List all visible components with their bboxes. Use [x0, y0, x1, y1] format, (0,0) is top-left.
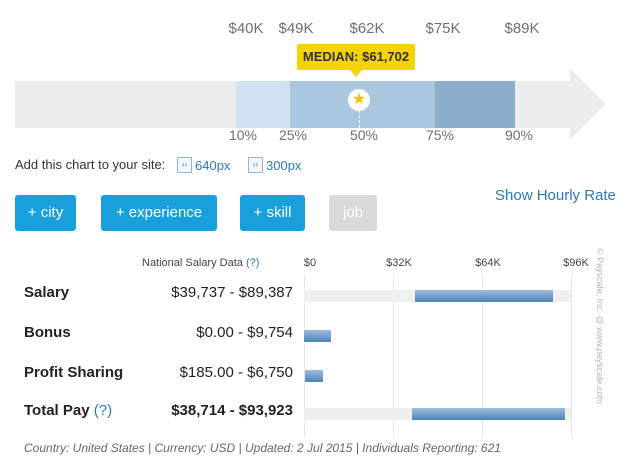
help-link[interactable]: (?) — [245, 257, 260, 269]
axis-tick: $32K — [386, 257, 412, 269]
table-header: National Salary Data (?) — [142, 257, 259, 269]
median-line — [359, 110, 360, 128]
embed-300-label: 300px — [266, 157, 302, 173]
range-bar — [411, 408, 566, 420]
axis-tick: $0 — [303, 257, 317, 269]
add-chart-label: Add this chart to your site: — [15, 157, 166, 172]
embed-code-icon: ‹› — [248, 157, 263, 173]
dollar-tick: $89K — [504, 20, 540, 37]
row-label: Total Pay (?) — [24, 402, 112, 419]
dollar-tick: $75K — [425, 20, 461, 37]
percentile-band-10-25 — [236, 81, 290, 128]
percentile-label: 50% — [349, 127, 379, 143]
axis-gridline — [482, 275, 483, 437]
median-star-icon: ★ — [348, 89, 370, 111]
help-link[interactable]: (?) — [93, 402, 113, 419]
row-value: $185.00 - $6,750 — [179, 364, 293, 381]
add-experience-button[interactable]: + experience — [101, 195, 217, 231]
percentile-label: 10% — [228, 127, 258, 143]
embed-640-link[interactable]: ‹› 640px — [177, 157, 230, 173]
percentile-band-75-90 — [435, 81, 515, 128]
range-bar — [304, 370, 323, 382]
add-skill-button[interactable]: + skill — [240, 195, 305, 231]
dollar-tick: $49K — [278, 20, 314, 37]
row-label-text: Profit Sharing — [24, 364, 124, 381]
dollar-tick: $40K — [228, 20, 264, 37]
embed-300-link[interactable]: ‹› 300px — [248, 157, 301, 173]
axis-gridline — [393, 275, 394, 437]
axis-tick: $64K — [475, 257, 501, 269]
range-bar — [414, 290, 553, 302]
copyright-watermark: © Payscale, Inc. @ www.payscale.com — [595, 248, 605, 404]
axis-tick: $96K — [563, 257, 589, 269]
row-value: $0.00 - $9,754 — [196, 324, 293, 341]
axis-gridline — [304, 275, 305, 437]
show-hourly-rate-link[interactable]: Show Hourly Rate — [495, 187, 616, 204]
row-label-text: Total Pay — [24, 402, 90, 419]
range-arrow-head — [570, 68, 606, 140]
row-label: Bonus — [24, 324, 71, 341]
axis-gridline — [571, 275, 572, 437]
row-label: Salary — [24, 284, 69, 301]
embed-640-label: 640px — [195, 157, 231, 173]
embed-code-icon: ‹› — [177, 157, 192, 173]
row-label-text: Salary — [24, 284, 70, 301]
row-label: Profit Sharing — [24, 364, 123, 381]
dollar-tick: $62K — [349, 20, 385, 37]
table-header-label: National Salary Data — [142, 257, 243, 269]
percentile-label: 75% — [425, 127, 455, 143]
percentile-label: 90% — [504, 127, 534, 143]
row-label-text: Bonus — [24, 324, 71, 341]
job-button[interactable]: job — [329, 195, 377, 231]
row-value: $38,714 - $93,923 — [171, 402, 293, 419]
row-value: $39,737 - $89,387 — [171, 284, 293, 301]
add-city-button[interactable]: + city — [15, 195, 76, 231]
percentile-label: 25% — [278, 127, 308, 143]
median-callout: MEDIAN: $61,702 — [297, 44, 415, 77]
range-bar — [304, 330, 332, 342]
footer-meta: Country: United States | Currency: USD |… — [24, 441, 501, 455]
